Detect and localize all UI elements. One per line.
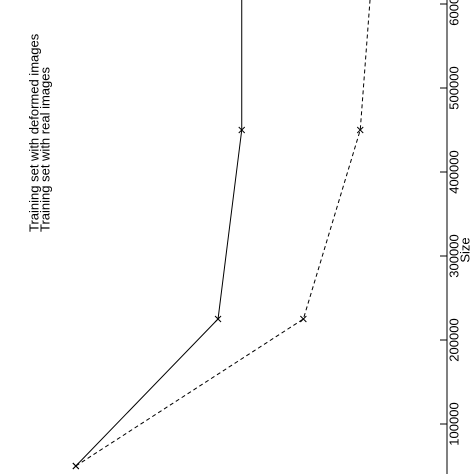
legend-label: Training set with real images (37, 67, 52, 232)
x-tick-label: 500000 (446, 66, 461, 109)
series-line (75, 0, 371, 467)
x-tick-label: 100000 (446, 402, 461, 445)
series-line (75, 0, 243, 467)
point-marker (300, 315, 307, 323)
point-marker (72, 462, 80, 470)
legend-label: Training set with deformed images (26, 33, 41, 232)
x-tick-label: 600000 (446, 0, 461, 26)
x-tick-label: 400000 (446, 150, 461, 193)
x-tick-label: 300000 (446, 234, 461, 277)
x-tick-label: 200000 (446, 318, 461, 361)
point-marker (356, 126, 364, 134)
point-marker (238, 126, 246, 134)
point-marker (214, 315, 222, 323)
x-axis-label: Size (457, 237, 472, 262)
